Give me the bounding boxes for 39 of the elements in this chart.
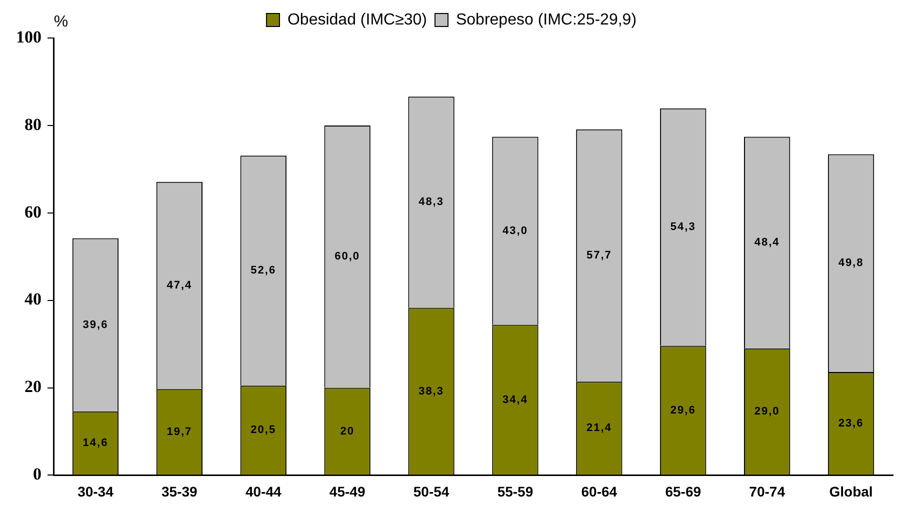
data-label: 29,0 bbox=[754, 406, 780, 418]
x-tick-label: 40-44 bbox=[245, 483, 282, 500]
data-label: 48,4 bbox=[754, 236, 780, 249]
x-tick-label: 45-49 bbox=[329, 483, 366, 500]
data-label: 39,6 bbox=[82, 318, 108, 331]
data-label: 52,6 bbox=[250, 264, 276, 277]
y-tick-label: 60 bbox=[24, 202, 42, 222]
x-tick-label: 60-64 bbox=[581, 483, 618, 500]
data-label: 20 bbox=[340, 425, 354, 438]
x-tick-label: 65-69 bbox=[665, 483, 702, 500]
y-axis-title: % bbox=[54, 13, 70, 30]
legend-label: Obesidad (IMC≥30) bbox=[287, 11, 427, 28]
data-label: 29,6 bbox=[670, 404, 696, 416]
data-label: 14,6 bbox=[82, 437, 108, 450]
x-tick-label: 35-39 bbox=[162, 483, 198, 500]
data-label: 23,6 bbox=[838, 417, 864, 430]
data-label: 54,3 bbox=[670, 221, 696, 234]
x-tick-label: 70-74 bbox=[749, 483, 786, 500]
data-label: 48,3 bbox=[418, 196, 444, 208]
data-label: 43,0 bbox=[502, 224, 528, 237]
y-tick-label: 20 bbox=[24, 377, 42, 396]
data-label: 60,0 bbox=[334, 250, 360, 263]
x-tick-label: 30-34 bbox=[78, 483, 114, 500]
data-label: 47,4 bbox=[166, 279, 192, 292]
y-tick-label: 0 bbox=[33, 464, 42, 484]
x-tick-label: 50-54 bbox=[413, 483, 450, 500]
data-label: 49,8 bbox=[838, 257, 864, 270]
data-label: 38,3 bbox=[418, 385, 444, 398]
x-tick-label: Global bbox=[829, 483, 873, 500]
data-label: 20,5 bbox=[250, 424, 276, 436]
data-label: 57,7 bbox=[586, 250, 612, 262]
legend-label: Sobrepeso (IMC:25-29,9) bbox=[456, 11, 637, 28]
y-tick-label: 80 bbox=[24, 114, 42, 134]
y-tick-label: 40 bbox=[24, 290, 42, 309]
data-label: 21,4 bbox=[586, 422, 612, 434]
data-label: 19,7 bbox=[166, 426, 192, 438]
x-tick-label: 55-59 bbox=[497, 483, 534, 500]
y-tick-label: 100 bbox=[16, 27, 42, 46]
data-label: 34,4 bbox=[502, 394, 528, 406]
